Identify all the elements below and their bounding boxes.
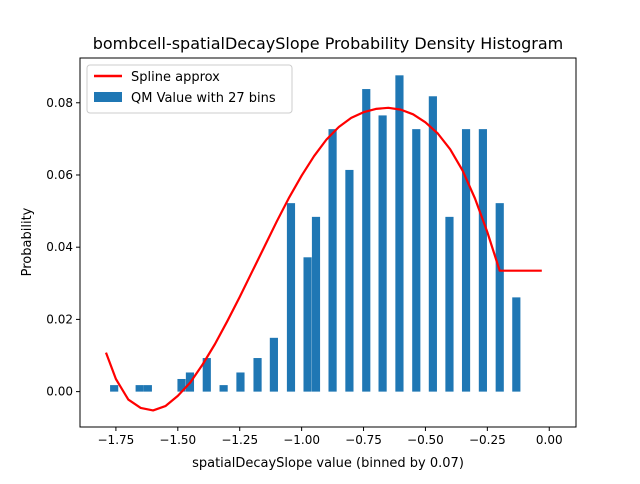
histogram-bar — [412, 129, 421, 392]
y-tick-label: 0.04 — [46, 240, 73, 254]
histogram-bar — [395, 75, 404, 392]
axes-frame — [79, 57, 577, 428]
y-axis: 0.00 0.02 0.04 0.06 0.08 — [46, 96, 80, 399]
histogram-bar — [303, 257, 312, 392]
histogram-bar — [328, 129, 337, 392]
spline-line — [104, 106, 542, 412]
x-tick-label: −1.00 — [283, 433, 320, 447]
x-tick-label: −1.75 — [98, 433, 135, 447]
histogram-bar — [253, 358, 262, 392]
histogram-bar — [135, 385, 144, 392]
histogram-bar — [478, 129, 487, 392]
plot-area — [104, 75, 542, 412]
histogram-bar — [362, 89, 371, 392]
histogram-bar — [286, 203, 296, 392]
y-tick-label: 0.00 — [46, 385, 73, 399]
histogram-bar — [219, 385, 228, 392]
histogram-bar — [177, 378, 186, 392]
histogram-bar — [202, 358, 211, 392]
histogram-bar — [311, 216, 321, 392]
y-tick-label: 0.02 — [46, 312, 73, 326]
x-tick-label: −0.75 — [345, 433, 382, 447]
x-tick-label: 0.00 — [536, 433, 563, 447]
x-axis: −1.75 −1.50 −1.25 −1.00 −0.75 −0.50 −0.25 0.00 — [98, 427, 563, 447]
histogram-bar — [143, 385, 152, 392]
histogram-bar — [428, 96, 437, 392]
x-axis-label: spatialDecaySlope value (binned by 0.07) — [192, 456, 464, 471]
y-axis-label: Probability — [20, 207, 35, 276]
y-tick-label: 0.06 — [46, 168, 73, 182]
legend-spline-label: Spline approx — [131, 70, 220, 85]
histogram-bar — [110, 385, 119, 392]
histogram-bar — [236, 372, 245, 392]
legend-box — [86, 64, 293, 114]
histogram-bar — [378, 115, 387, 392]
x-tick-label: −1.25 — [221, 433, 258, 447]
histogram-bar — [512, 297, 521, 392]
histogram-bar — [445, 216, 454, 392]
histogram-bar — [495, 203, 504, 392]
histogram-bar — [269, 337, 278, 392]
legend-bar-swatch — [94, 92, 122, 102]
y-tick-label: 0.08 — [46, 96, 73, 110]
x-tick-label: −1.50 — [159, 433, 196, 447]
legend: Spline approx QM Value with 27 bins — [86, 64, 293, 114]
legend-bar-label: QM Value with 27 bins — [131, 91, 276, 106]
histogram-bar — [461, 129, 471, 392]
x-tick-label: −0.25 — [469, 433, 506, 447]
x-tick-label: −0.50 — [407, 433, 444, 447]
chart-title: bombcell-spatialDecaySlope Probability D… — [93, 34, 564, 53]
histogram-bar — [345, 169, 354, 392]
